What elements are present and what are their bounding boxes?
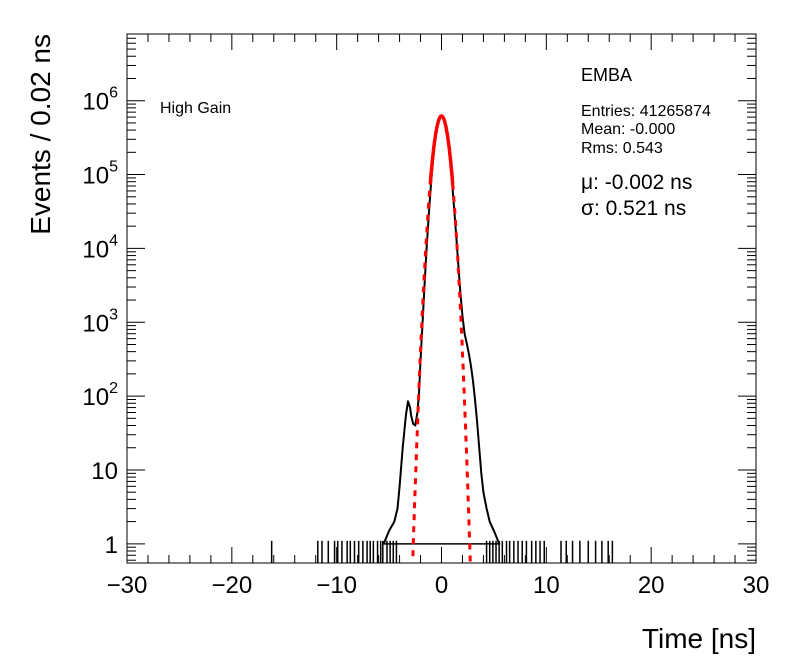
fit-curve-dashed-right [451,183,472,564]
axis-ticks [126,33,757,563]
legend-rms: Rms: 0.543 [581,140,663,157]
legend-mean: Mean: -0.000 [581,121,675,138]
y-tick-label: 105 [82,159,118,190]
x-tick-label: 20 [638,572,665,599]
legend-title: EMBA [581,65,632,85]
y-tick-label: 103 [82,306,118,337]
data-series [382,115,501,545]
y-tick-labels: 1 10 102 103 104 105 106 [82,85,118,559]
x-axis-title: Time [ns] [642,623,756,654]
x-tick-label: −10 [316,572,357,599]
y-tick-label: 102 [82,380,118,411]
fit-curve-dashed-left [411,183,432,557]
x-tick-label: 30 [743,572,770,599]
y-tick-label: 106 [82,85,118,116]
y-axis-title: Events / 0.02 ns [25,34,56,235]
y-tick-label: 10 [91,458,118,485]
sparse-bins [270,540,614,563]
fit-curve-solid [428,114,455,185]
legend-entries: Entries: 41265874 [581,103,711,120]
fit-sigma: σ: 0.521 ns [581,197,686,220]
histogram-series [382,115,501,545]
y-tick-label: 1 [105,532,118,559]
x-tick-label: 10 [533,572,560,599]
x-tick-labels: −30 −20 −10 0 10 20 30 [107,572,770,599]
fit-mu: μ: -0.002 ns [581,171,692,194]
gaussian-fit [411,114,472,564]
y-tick-label: 104 [82,232,118,263]
gain-annotation: High Gain [160,100,231,117]
x-tick-label: −20 [211,572,252,599]
x-tick-label: −30 [107,572,148,599]
x-tick-label: 0 [435,572,448,599]
